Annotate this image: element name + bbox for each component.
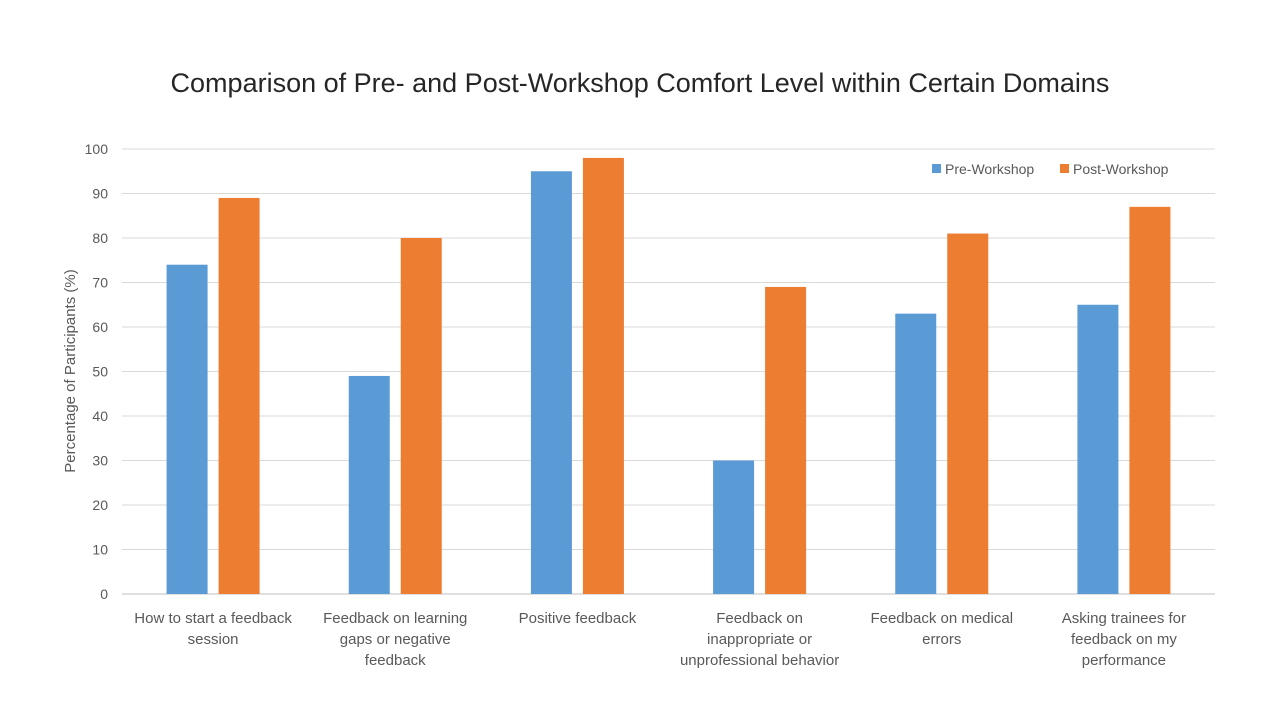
x-category-label-line: errors bbox=[922, 631, 961, 648]
bar-post-workshop bbox=[1129, 206, 1171, 594]
bar-pre-workshop bbox=[166, 264, 208, 594]
x-category-label-line: Feedback on medical bbox=[870, 610, 1013, 627]
bar-post-workshop bbox=[582, 157, 624, 594]
x-category-label: Positive feedback bbox=[519, 610, 637, 627]
bars bbox=[166, 157, 1171, 595]
y-tick-label: 0 bbox=[100, 586, 108, 602]
y-tick-label: 30 bbox=[92, 453, 108, 469]
bar-post-workshop bbox=[218, 197, 260, 594]
x-category-label-line: Asking trainees for bbox=[1062, 610, 1186, 627]
x-category-label-line: feedback bbox=[365, 652, 426, 669]
x-category-label: How to start a feedback session bbox=[134, 610, 292, 648]
x-category-label-line: Feedback on learning bbox=[323, 610, 467, 627]
bar-pre-workshop bbox=[895, 313, 937, 594]
y-axis-label: Percentage of Participants (%) bbox=[62, 269, 79, 472]
legend: Pre-Workshop Post-Workshop bbox=[932, 161, 1169, 177]
x-category-label: Feedback on medical errors bbox=[870, 610, 1013, 648]
bar-post-workshop bbox=[947, 233, 989, 595]
x-category-label-line: inappropriate or bbox=[707, 631, 812, 648]
x-category-label-line: feedback on my bbox=[1071, 631, 1177, 648]
x-category-label-line: How to start a feedback bbox=[134, 610, 292, 627]
y-tick-label: 60 bbox=[92, 319, 108, 335]
bar-post-workshop bbox=[400, 238, 442, 594]
y-tick-label: 10 bbox=[92, 542, 108, 558]
x-category-label: Feedback on learning gaps or negative feed… bbox=[323, 610, 467, 669]
bar-pre-workshop bbox=[1077, 304, 1119, 594]
bar-pre-workshop bbox=[713, 460, 755, 594]
legend-label: Pre-Workshop bbox=[945, 161, 1034, 177]
gridlines bbox=[122, 148, 1215, 595]
x-category-label-line: session bbox=[188, 631, 239, 648]
bar-pre-workshop bbox=[530, 171, 572, 594]
x-category-label: Asking trainees for feedback on my perform… bbox=[1062, 610, 1186, 669]
x-category-label-line: Positive feedback bbox=[519, 610, 637, 627]
x-axis-categories: How to start a feedback session Feedback o… bbox=[134, 610, 1186, 669]
legend-label: Post-Workshop bbox=[1073, 161, 1169, 177]
chart-title: Comparison of Pre- and Post-Workshop Com… bbox=[171, 68, 1110, 98]
y-tick-label: 100 bbox=[85, 141, 109, 157]
y-tick-label: 70 bbox=[92, 275, 108, 291]
x-category-label-line: performance bbox=[1082, 652, 1166, 669]
y-axis-ticks: 0 10 20 30 40 50 60 70 80 90 100 bbox=[85, 141, 109, 602]
bar-post-workshop bbox=[765, 286, 807, 594]
legend-swatch bbox=[932, 164, 941, 173]
y-tick-label: 80 bbox=[92, 230, 108, 246]
y-tick-label: 50 bbox=[92, 364, 108, 380]
x-category-label-line: gaps or negative bbox=[340, 631, 451, 648]
y-tick-label: 90 bbox=[92, 186, 108, 202]
x-category-label: Feedback on inappropriate or unprofessiona… bbox=[680, 610, 839, 669]
legend-swatch bbox=[1060, 164, 1069, 173]
y-tick-label: 40 bbox=[92, 408, 108, 424]
y-tick-label: 20 bbox=[92, 497, 108, 513]
bar-pre-workshop bbox=[348, 375, 390, 594]
x-category-label-line: Feedback on bbox=[716, 610, 803, 627]
x-category-label-line: unprofessional behavior bbox=[680, 652, 839, 669]
